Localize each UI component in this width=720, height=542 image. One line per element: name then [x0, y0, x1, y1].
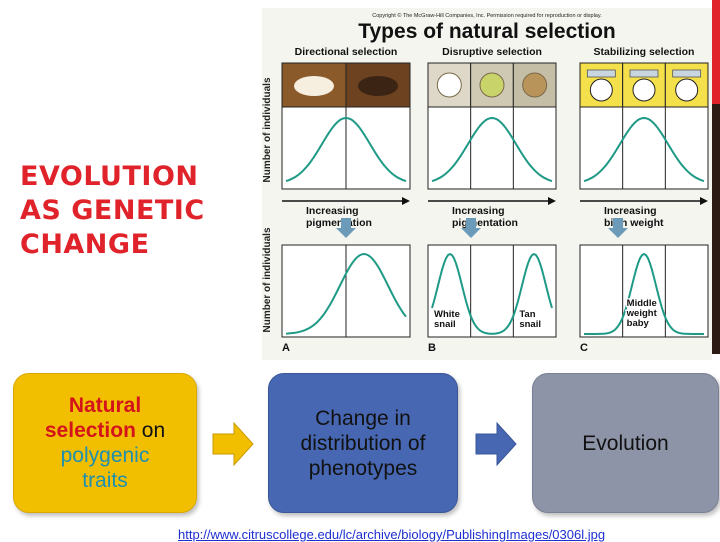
evolution-text: Evolution	[582, 431, 669, 455]
distribution-curve-bottom	[431, 252, 553, 335]
distribution-curve-bottom	[285, 252, 407, 335]
y-axis-label-top: Number of individuals	[262, 77, 273, 182]
panel-letter: B	[428, 342, 436, 354]
axis-arrow-label: pigmentation	[306, 217, 372, 229]
axis-arrow-label: Increasing	[452, 205, 505, 217]
trait-axis-arrowhead	[402, 197, 410, 205]
distribution-curve-bottom	[584, 252, 704, 335]
snail-shell-icon	[436, 72, 462, 98]
dark-moth-icon	[358, 76, 398, 96]
distribution-box-bottom	[579, 244, 709, 338]
flow-box-natural-selection: Natural selection on polygenic traits	[13, 373, 197, 513]
flow-box-evolution: Evolution	[532, 373, 719, 513]
phenotype-image-cell	[345, 62, 411, 108]
natural-word: Natural	[68, 394, 142, 417]
scale-tray-icon	[629, 69, 659, 78]
source-link[interactable]: http://www.citruscollege.edu/lc/archive/…	[178, 527, 606, 542]
axis-arrow-label: pigmentation	[452, 217, 518, 229]
phenotype-change-text: Change in distribution of phenotypes	[300, 406, 426, 480]
scale-tray-icon	[586, 69, 616, 78]
distribution-curve-top	[583, 116, 705, 183]
column-heading: Stabilizing selection	[594, 46, 695, 58]
panel-letter: A	[282, 342, 290, 354]
curve-label: weight	[626, 308, 658, 319]
distribution-box-top	[579, 106, 709, 190]
flow-box-phenotype-change: Change in distribution of phenotypes	[268, 373, 458, 513]
curve-label: Middle	[627, 298, 657, 309]
trait-axis-arrowhead	[700, 197, 708, 205]
selection-pressure-arrow	[461, 218, 481, 238]
snail-shell-icon	[479, 72, 505, 98]
scale-tray-icon	[672, 69, 702, 78]
curve-label: snail	[434, 319, 456, 330]
on-word: on	[141, 419, 166, 442]
selection-columns: Directional selectionIncreasingpigmentat…	[281, 46, 709, 354]
distribution-box-top	[427, 106, 557, 190]
selection-pressure-arrow	[608, 218, 628, 238]
curve-label: White	[434, 309, 460, 320]
accent-bar	[712, 0, 720, 104]
scale-dial-icon	[675, 78, 699, 102]
curve-label: Tan	[519, 309, 535, 320]
axis-arrow-label: birth weight	[604, 217, 664, 229]
copyright-text: Copyright © The McGraw-Hill Companies, I…	[372, 12, 602, 19]
column-heading: Disruptive selection	[442, 46, 542, 58]
figure-title: Types of natural selection	[358, 20, 616, 43]
flow-arrow-1	[212, 421, 254, 467]
traits-word: traits	[82, 469, 128, 492]
y-axis-label-bottom: Number of individuals	[262, 227, 273, 332]
column-heading: Directional selection	[295, 46, 398, 58]
natural-selection-figure: Copyright © The McGraw-Hill Companies, I…	[262, 8, 712, 360]
scale-dial-icon	[589, 78, 613, 102]
axis-arrow-label: Increasing	[604, 205, 657, 217]
trait-axis-arrowhead	[548, 197, 556, 205]
panel-letter: C	[580, 342, 588, 354]
selection-pressure-arrow	[336, 218, 356, 238]
polygenic-word: polygenic	[60, 444, 150, 467]
curve-label: baby	[627, 318, 650, 329]
axis-arrow-label: Increasing	[306, 205, 359, 217]
distribution-box-bottom	[427, 244, 557, 338]
flow-arrow-2	[475, 421, 517, 467]
curve-label: snail	[519, 319, 541, 330]
snail-shell-icon	[522, 72, 548, 98]
distribution-curve-top	[431, 116, 553, 183]
scale-dial-icon	[632, 78, 656, 102]
side-strip	[712, 104, 720, 354]
light-moth-icon	[294, 76, 334, 96]
selection-word: selection	[44, 419, 136, 442]
distribution-curve-top	[285, 116, 407, 183]
slide-title: EVOLUTION AS GENETIC CHANGE	[20, 161, 205, 260]
